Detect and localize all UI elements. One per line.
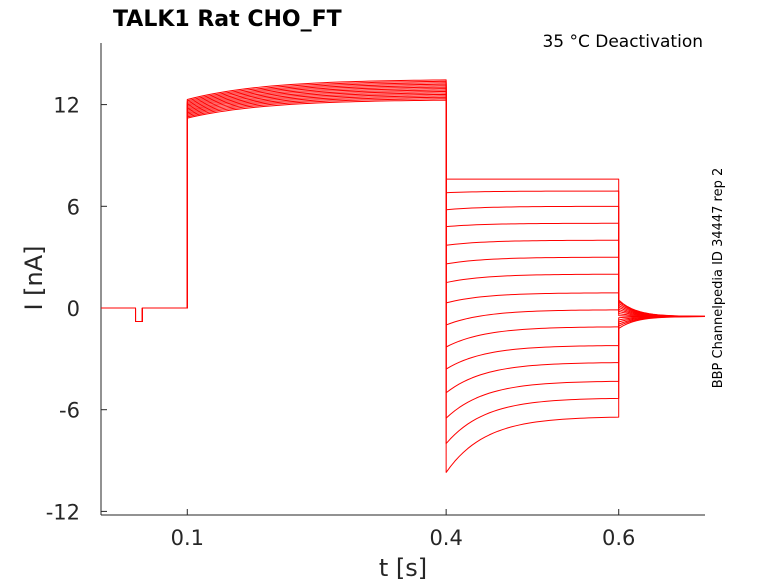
current-trace: [101, 88, 706, 323]
y-axis-label: I [nA]: [20, 245, 48, 310]
ticks-layer: 0.1 0.4 0.6 -12 -6 0 6 12: [46, 94, 636, 550]
current-trace: [101, 80, 706, 323]
y-tick-label: -6: [59, 399, 80, 423]
y-tick-label: 0: [67, 297, 80, 321]
current-trace: [101, 92, 706, 348]
y-tick-label: 12: [53, 94, 80, 118]
current-trace: [101, 79, 706, 323]
current-trace: [101, 82, 706, 323]
current-trace: [101, 85, 706, 323]
current-trace: [101, 95, 706, 394]
traces-layer: [101, 79, 706, 473]
current-trace: [101, 99, 706, 473]
current-trace: [101, 89, 706, 323]
current-trace: [101, 93, 705, 370]
x-axis-label: t [s]: [379, 554, 427, 582]
x-tick-label: 0.6: [602, 526, 635, 550]
protocol-annotation: 35 °C Deactivation: [542, 32, 703, 52]
x-tick-label: 0.4: [429, 526, 462, 550]
current-trace: [101, 86, 706, 323]
source-side-label: BBP Channelpedia ID 34447 rep 2: [711, 168, 726, 389]
y-tick-label: 6: [67, 195, 80, 219]
y-tick-label: -12: [46, 500, 80, 524]
current-trace: [101, 90, 705, 326]
current-trace: [101, 83, 706, 323]
current-trace: [101, 98, 706, 445]
x-tick-label: 0.1: [171, 526, 204, 550]
current-trace: [101, 96, 706, 419]
chart-title: TALK1 Rat CHO_FT: [113, 7, 342, 32]
